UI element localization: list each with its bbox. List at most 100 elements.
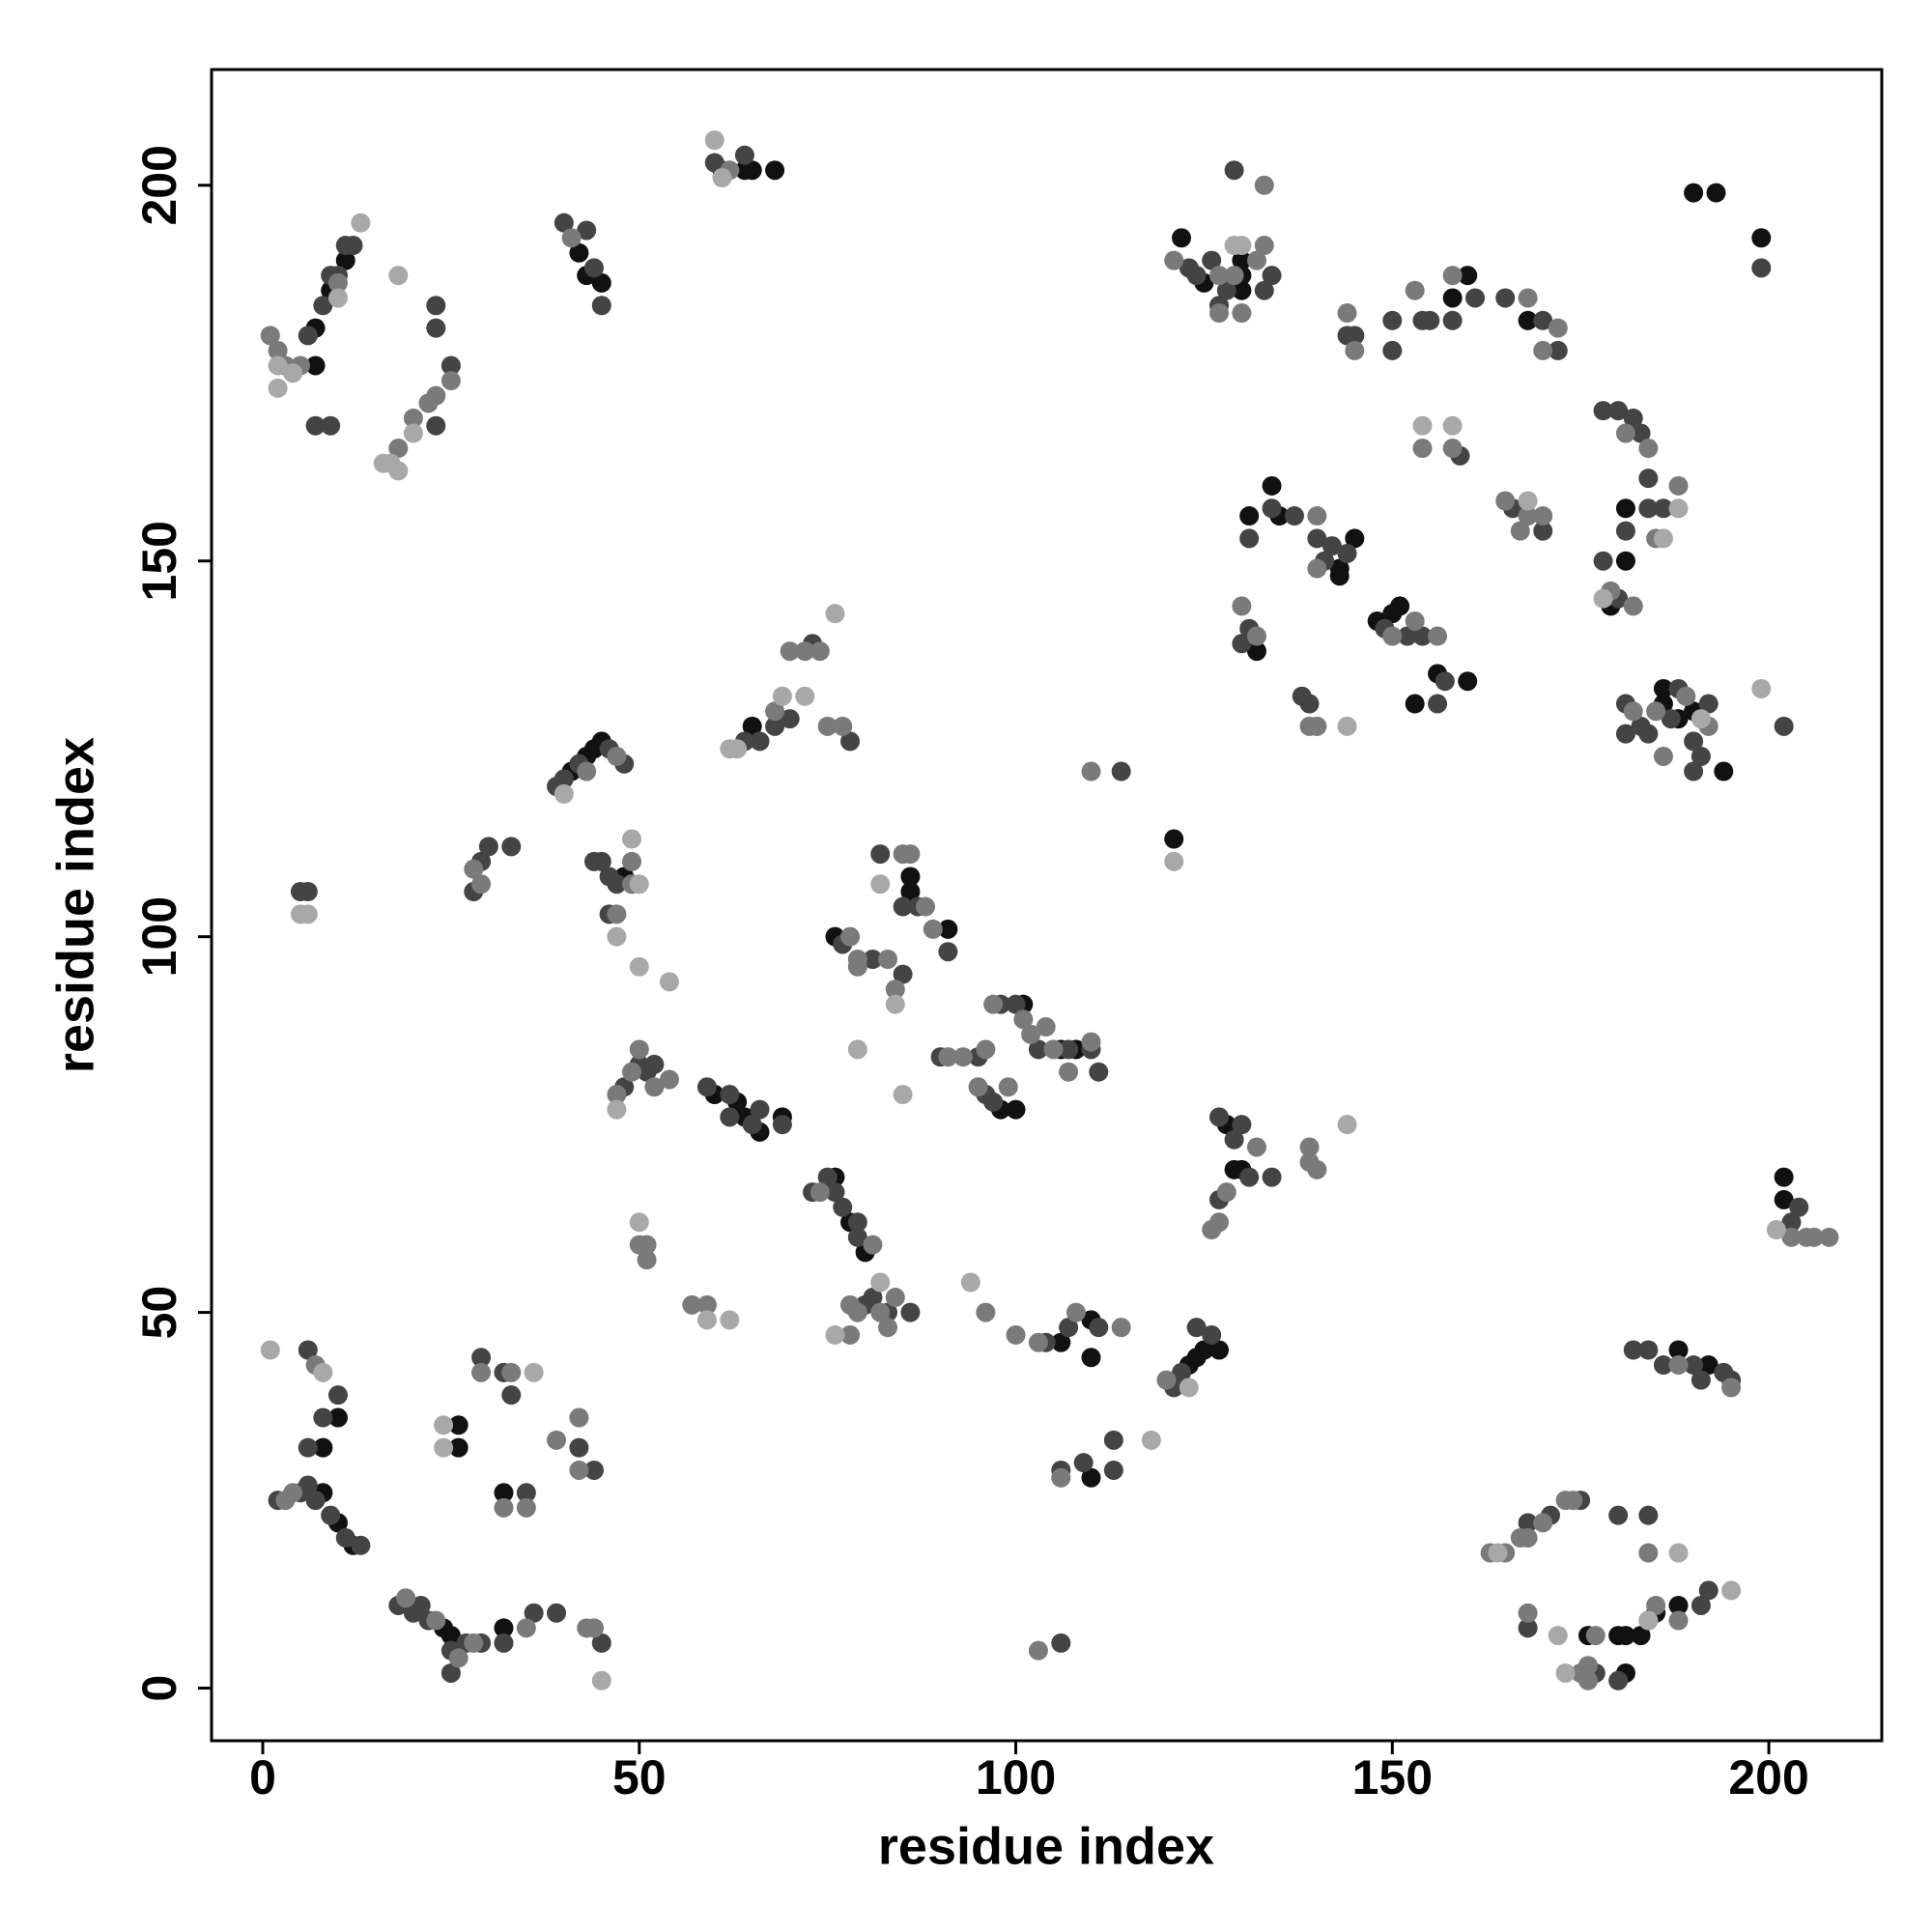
point xyxy=(1593,551,1613,571)
point xyxy=(313,1407,333,1428)
point xyxy=(1103,1460,1123,1480)
x-tick-label: 0 xyxy=(249,1750,276,1804)
point xyxy=(547,1430,567,1450)
point xyxy=(878,1318,898,1338)
point xyxy=(696,1310,717,1330)
point xyxy=(554,769,574,789)
point xyxy=(1307,506,1327,526)
point xyxy=(696,1294,717,1315)
point xyxy=(780,709,800,729)
point xyxy=(403,408,423,428)
point xyxy=(327,288,348,308)
point xyxy=(1533,521,1553,541)
point xyxy=(742,160,762,181)
point xyxy=(621,1062,641,1082)
point xyxy=(1254,236,1274,256)
point xyxy=(351,1535,371,1555)
point xyxy=(1089,1062,1109,1082)
point xyxy=(712,168,732,188)
point xyxy=(426,385,446,406)
point xyxy=(1638,1610,1659,1631)
point xyxy=(840,1324,861,1345)
point xyxy=(1428,626,1448,646)
point xyxy=(1051,1332,1071,1352)
point xyxy=(1202,1324,1222,1345)
point xyxy=(1646,1595,1666,1615)
point xyxy=(298,326,318,346)
point xyxy=(1533,1513,1553,1533)
point xyxy=(1254,280,1274,300)
point xyxy=(1172,1362,1192,1382)
point xyxy=(644,1077,665,1097)
point xyxy=(1653,528,1673,549)
point xyxy=(1721,1378,1742,1398)
point xyxy=(584,1460,605,1480)
point xyxy=(960,1272,980,1293)
point xyxy=(720,1107,740,1127)
point xyxy=(840,926,861,947)
point xyxy=(1661,709,1681,729)
point xyxy=(863,950,883,970)
point xyxy=(704,153,724,173)
point xyxy=(1246,641,1266,662)
point xyxy=(305,1491,326,1511)
point xyxy=(1337,1115,1357,1135)
point xyxy=(1690,1595,1711,1615)
point xyxy=(1006,994,1026,1014)
point xyxy=(847,1212,867,1233)
point xyxy=(795,641,815,662)
point xyxy=(704,130,724,151)
point xyxy=(1254,175,1274,195)
point xyxy=(1337,716,1357,736)
y-tick-label: 50 xyxy=(132,1286,186,1340)
point xyxy=(298,1340,318,1360)
point xyxy=(327,1385,348,1406)
point xyxy=(1081,761,1101,781)
point xyxy=(765,716,785,736)
point xyxy=(1690,1370,1711,1390)
point xyxy=(1653,678,1673,698)
point xyxy=(1631,1626,1651,1646)
point xyxy=(1345,340,1365,360)
point xyxy=(1299,1137,1320,1157)
point xyxy=(629,1039,649,1060)
point xyxy=(501,837,522,857)
point xyxy=(637,1250,657,1270)
point xyxy=(1518,310,1538,330)
point xyxy=(1442,266,1463,286)
point xyxy=(817,716,838,736)
point xyxy=(659,972,679,992)
point xyxy=(1013,1009,1034,1030)
point xyxy=(1653,498,1673,519)
point xyxy=(1518,506,1538,526)
point xyxy=(998,1077,1018,1097)
point xyxy=(448,1437,469,1458)
point xyxy=(659,1069,679,1090)
point xyxy=(260,1340,280,1360)
point xyxy=(1623,701,1643,722)
point xyxy=(1224,1129,1244,1150)
point xyxy=(1585,1626,1605,1646)
point xyxy=(1577,1670,1598,1690)
point xyxy=(1412,439,1433,459)
point xyxy=(1307,558,1327,579)
y-tick-label: 150 xyxy=(132,521,186,601)
point xyxy=(1232,634,1252,654)
point xyxy=(847,1227,867,1247)
point xyxy=(983,1092,1004,1112)
point xyxy=(1684,731,1704,752)
point xyxy=(1563,1491,1583,1511)
point xyxy=(863,1235,883,1255)
point xyxy=(1495,288,1516,308)
point xyxy=(268,340,288,360)
y-tick-label: 200 xyxy=(132,145,186,225)
point xyxy=(1382,340,1403,360)
point xyxy=(607,1085,627,1105)
point xyxy=(1028,1039,1048,1060)
point xyxy=(1668,1543,1689,1563)
point xyxy=(396,1588,416,1608)
point xyxy=(1345,528,1365,549)
point xyxy=(1224,1159,1244,1179)
point xyxy=(1488,1543,1508,1563)
